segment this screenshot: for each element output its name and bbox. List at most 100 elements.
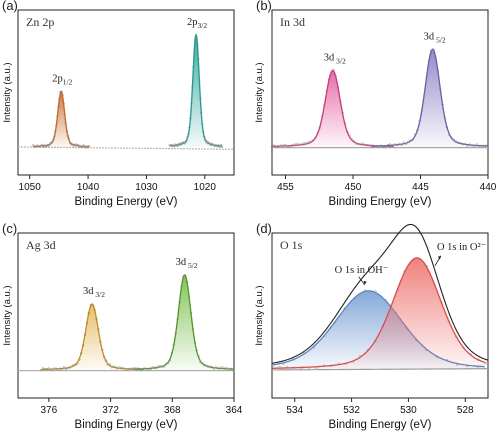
data-point [60, 90, 63, 93]
panel-letter: (c) [2, 221, 17, 236]
data-point [132, 367, 135, 370]
data-point [79, 145, 82, 148]
data-point [47, 367, 50, 370]
data-point [447, 320, 450, 323]
data-point [396, 288, 399, 292]
data-point [379, 144, 383, 147]
data-point [482, 144, 485, 147]
y-axis-title: Intensity (a.u.) [2, 285, 13, 345]
data-point [220, 145, 224, 148]
data-point [343, 307, 346, 310]
data-point [103, 355, 106, 359]
x-tick-label: 455 [277, 182, 294, 193]
data-point [312, 346, 316, 349]
data-point [51, 368, 54, 371]
x-axis-title: Binding Energy (eV) [329, 196, 432, 208]
data-point [59, 90, 62, 94]
data-point [78, 358, 81, 361]
data-point [382, 145, 385, 148]
y-axis-title: Intensity (a.u.) [2, 62, 13, 122]
data-point [443, 116, 446, 119]
data-point [195, 349, 198, 352]
data-point [315, 366, 318, 369]
data-point [114, 366, 117, 369]
data-point [193, 48, 196, 51]
data-point [201, 362, 204, 365]
data-point [393, 143, 396, 146]
data-point [58, 97, 61, 100]
data-point [352, 360, 355, 363]
data-point [177, 142, 180, 146]
data-point [199, 361, 202, 364]
data-point [273, 144, 276, 147]
data-point [300, 366, 303, 369]
data-point [189, 117, 192, 120]
panel-letter: (b) [256, 0, 272, 13]
peak-fill [272, 70, 394, 147]
data-point [316, 131, 319, 135]
data-point [386, 144, 390, 147]
peak-curve [272, 257, 486, 369]
data-point [174, 332, 177, 335]
data-point [68, 366, 71, 369]
data-point [359, 143, 363, 146]
data-point [282, 362, 285, 365]
peak-label-sub: 3/2 [198, 21, 208, 30]
data-point [407, 140, 410, 143]
data-point [91, 303, 94, 307]
peak-label-main: 3d [176, 257, 187, 268]
data-point [166, 361, 170, 365]
peak-label: 2p1/2 [52, 74, 72, 87]
x-tick-label: 445 [412, 182, 429, 193]
data-point [423, 93, 426, 96]
element-label: Ag 3d [26, 238, 56, 252]
x-tick-label: 1050 [19, 182, 42, 193]
arrow-head [437, 255, 441, 260]
data-point [337, 362, 340, 365]
data-point [357, 143, 360, 146]
data-point [271, 367, 274, 370]
data-point [484, 144, 487, 147]
peak-label-sub: 5/2 [186, 261, 198, 270]
data-point [364, 143, 367, 147]
peak-label: 3d 5/2 [176, 257, 198, 270]
data-point [163, 365, 166, 368]
component-label-o2: O 1s in O²⁻ [437, 242, 487, 253]
data-point [82, 344, 85, 347]
data-point [189, 311, 193, 315]
data-point [192, 65, 195, 69]
panel-letter: (a) [2, 0, 18, 13]
data-point [439, 87, 442, 91]
data-point [51, 138, 55, 142]
x-tick-label: 1040 [77, 182, 100, 193]
data-point [62, 366, 66, 369]
data-point [366, 144, 369, 147]
peak-label-main: 3d [424, 31, 435, 42]
data-point [361, 142, 365, 145]
arrow-head [363, 280, 367, 285]
data-point [455, 140, 458, 143]
data-point [208, 141, 211, 144]
data-point [85, 321, 89, 324]
data-point [448, 133, 451, 136]
data-point [201, 123, 204, 126]
data-point [108, 363, 112, 366]
data-point [190, 102, 193, 105]
data-point [180, 141, 183, 145]
data-point [210, 365, 214, 369]
data-point [40, 144, 43, 147]
peak-label: 2p3/2 [187, 17, 207, 30]
data-point [404, 142, 408, 145]
data-point [270, 145, 274, 148]
peak-label-sub: 5/2 [434, 35, 446, 44]
data-point [170, 352, 174, 355]
data-point [34, 145, 37, 148]
data-point [168, 358, 172, 362]
data-point [432, 48, 435, 51]
peak-label-sub: 3/2 [334, 56, 346, 65]
data-point [374, 339, 377, 343]
data-point [375, 145, 378, 148]
